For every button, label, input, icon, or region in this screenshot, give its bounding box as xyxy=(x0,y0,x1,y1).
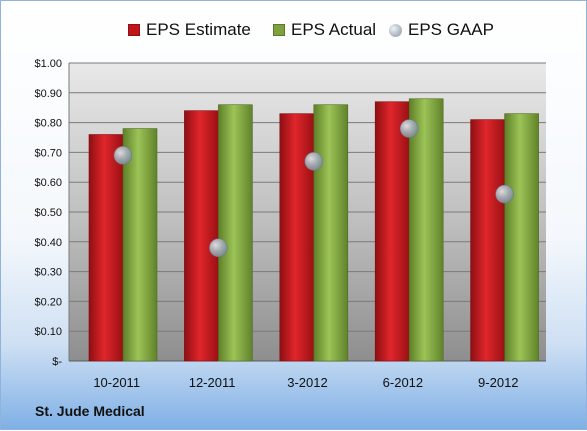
legend-item-eps-gaap: EPS GAAP xyxy=(389,15,494,45)
y-tick-label: $0.20 xyxy=(34,296,62,308)
y-tick-label: $- xyxy=(52,356,62,368)
y-tick-label: $0.70 xyxy=(34,147,62,159)
bar-eps-actual xyxy=(408,98,444,362)
bar-eps-estimate xyxy=(184,110,219,362)
y-tick-label: $0.80 xyxy=(34,118,62,130)
legend-label-eps-estimate: EPS Estimate xyxy=(146,20,251,39)
x-tick-label: 6-2012 xyxy=(383,375,423,390)
bar-eps-estimate xyxy=(88,134,124,362)
point-eps-gaap xyxy=(399,119,419,138)
legend-item-eps-actual: EPS Actual xyxy=(273,15,376,45)
point-eps-gaap xyxy=(209,238,228,258)
y-tick-label: $0.90 xyxy=(34,88,62,100)
legend-marker-eps-gaap xyxy=(389,23,402,37)
legend-swatch-eps-actual xyxy=(273,24,285,36)
bar-eps-actual xyxy=(313,104,349,362)
legend-label-eps-gaap: EPS GAAP xyxy=(408,20,494,39)
bar-eps-estimate xyxy=(279,113,315,362)
y-tick-label: $0.60 xyxy=(34,177,62,189)
point-eps-gaap xyxy=(495,184,514,204)
y-tick-label: $0.30 xyxy=(34,267,62,279)
legend-swatch-eps-estimate xyxy=(128,24,140,36)
company-label: St. Jude Medical xyxy=(35,403,145,419)
x-tick-label: 12-2011 xyxy=(189,375,236,390)
bar-eps-actual xyxy=(122,128,158,362)
x-tick-label: 3-2012 xyxy=(287,375,327,390)
x-tick-label: 9-2012 xyxy=(478,375,518,390)
bar-eps-actual xyxy=(218,104,253,362)
point-eps-gaap xyxy=(113,146,133,165)
x-tick-label: 10-2011 xyxy=(93,375,140,390)
y-tick-label: $0.10 xyxy=(34,326,62,338)
point-eps-gaap xyxy=(304,152,324,171)
bar-eps-estimate xyxy=(470,119,505,362)
bar-eps-actual xyxy=(504,113,539,362)
y-tick-label: $0.50 xyxy=(34,207,62,219)
legend: EPS Estimate EPS Actual EPS GAAP xyxy=(1,15,587,45)
y-tick-label: $1.00 xyxy=(34,58,62,70)
bar-eps-estimate xyxy=(374,101,410,362)
legend-item-eps-estimate: EPS Estimate xyxy=(128,15,251,45)
legend-label-eps-actual: EPS Actual xyxy=(291,20,377,39)
y-tick-label: $0.40 xyxy=(34,237,62,249)
